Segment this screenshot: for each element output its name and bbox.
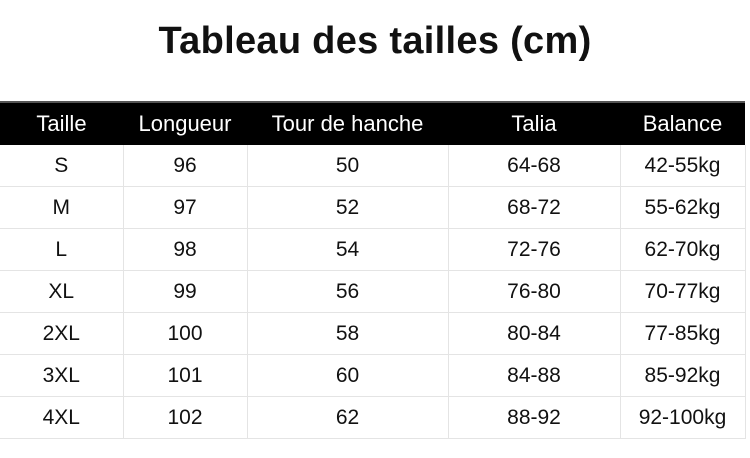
column-header: Longueur — [123, 101, 247, 145]
table-cell: 2XL — [0, 312, 124, 355]
table-cell: 92-100kg — [619, 396, 746, 439]
table-cell: 88-92 — [447, 396, 621, 439]
table-cell: 77-85kg — [619, 312, 746, 355]
table-cell: 100 — [122, 312, 248, 355]
table-cell: 80-84 — [447, 312, 621, 355]
table-cell: 72-76 — [447, 228, 621, 271]
table-cell: 68-72 — [447, 186, 621, 229]
table-cell: 97 — [122, 186, 248, 229]
table-cell: 4XL — [0, 396, 124, 439]
table-cell: L — [0, 228, 124, 271]
table-cell: 56 — [246, 270, 449, 313]
column-header: Taille — [0, 101, 123, 145]
table-row: L 98 54 72-76 62-70kg — [0, 228, 746, 271]
table-cell: 96 — [122, 145, 248, 187]
table-cell: S — [0, 145, 124, 187]
header-row: Taille Longueur Tour de hanche Talia Balance — [0, 101, 745, 145]
table-row: 4XL 102 62 88-92 92-100kg — [0, 396, 746, 439]
table-cell: 64-68 — [447, 145, 621, 187]
table-cell: M — [0, 186, 124, 229]
table-cell: 76-80 — [447, 270, 621, 313]
column-header: Tour de hanche — [247, 101, 448, 145]
table-cell: 42-55kg — [619, 145, 746, 187]
table-cell: 3XL — [0, 354, 124, 397]
table-cell: 99 — [122, 270, 248, 313]
table-cell: 50 — [246, 145, 449, 187]
table-cell: 55-62kg — [619, 186, 746, 229]
table-cell: 62-70kg — [619, 228, 746, 271]
table-cell: 84-88 — [447, 354, 621, 397]
table-cell: 58 — [246, 312, 449, 355]
size-table: Taille Longueur Tour de hanche Talia Balance… — [0, 101, 746, 439]
table-cell: XL — [0, 270, 124, 313]
table-cell: 98 — [122, 228, 248, 271]
table-row: 2XL 100 58 80-84 77-85kg — [0, 312, 746, 355]
column-header: Talia — [448, 101, 620, 145]
table-row: M 97 52 68-72 55-62kg — [0, 186, 746, 229]
table-cell: 52 — [246, 186, 449, 229]
table-cell: 101 — [122, 354, 248, 397]
table-cell: 60 — [246, 354, 449, 397]
column-header: Balance — [620, 101, 745, 145]
table-cell: 85-92kg — [619, 354, 746, 397]
table-row: 3XL 101 60 84-88 85-92kg — [0, 354, 746, 397]
table-cell: 62 — [246, 396, 449, 439]
table-row: XL 99 56 76-80 70-77kg — [0, 270, 746, 313]
table-cell: 70-77kg — [619, 270, 746, 313]
table-row: S 96 50 64-68 42-55kg — [0, 145, 746, 187]
page-title: Tableau des tailles (cm) — [158, 20, 592, 62]
table-cell: 54 — [246, 228, 449, 271]
table-cell: 102 — [122, 396, 248, 439]
